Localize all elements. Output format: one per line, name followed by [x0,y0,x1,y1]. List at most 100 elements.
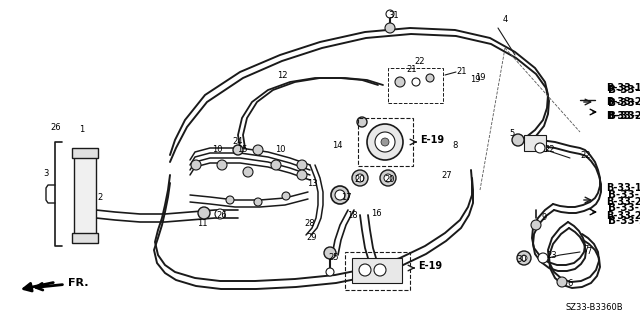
Circle shape [198,207,210,219]
Text: 20: 20 [355,175,365,184]
Circle shape [282,192,290,200]
Circle shape [384,174,392,182]
Circle shape [357,117,367,127]
Text: 3: 3 [44,168,49,177]
Bar [74,155,96,235]
Text: 7: 7 [583,246,589,255]
Circle shape [356,174,364,182]
Text: B-33-21: B-33-21 [606,211,640,221]
Text: 19: 19 [475,72,485,81]
Text: 22: 22 [580,151,591,160]
Circle shape [381,138,389,146]
Circle shape [217,160,227,170]
Text: B-33-10: B-33-10 [608,190,640,200]
Text: 6: 6 [567,278,573,287]
Circle shape [538,253,548,263]
Circle shape [331,186,349,204]
Text: SZ33-B3360B: SZ33-B3360B [565,303,623,313]
Text: 11: 11 [196,219,207,228]
Text: B-33-20: B-33-20 [606,197,640,207]
Bar [358,118,413,166]
Text: B-33-21: B-33-21 [608,216,640,226]
Circle shape [254,198,262,206]
Text: 17: 17 [340,194,351,203]
Text: 23: 23 [547,251,557,261]
Circle shape [297,160,307,170]
Text: 14: 14 [332,140,342,150]
Text: 9: 9 [541,213,547,222]
Text: 19: 19 [470,76,480,85]
Circle shape [243,167,253,177]
Text: 5: 5 [509,130,515,138]
Text: 12: 12 [276,71,287,80]
Circle shape [335,190,345,200]
Text: 4: 4 [502,16,508,25]
Circle shape [535,143,545,153]
Text: 27: 27 [442,170,452,180]
Circle shape [191,160,201,170]
Circle shape [253,145,263,155]
Circle shape [326,268,334,276]
Bar [345,252,410,290]
Circle shape [385,23,395,33]
Text: 16: 16 [371,209,381,218]
Text: 20: 20 [385,175,396,184]
Circle shape [352,170,368,186]
Text: 13: 13 [307,179,317,188]
Text: 8: 8 [452,140,458,150]
Circle shape [380,170,396,186]
Text: 21: 21 [457,66,467,76]
Circle shape [512,134,524,146]
Text: 1: 1 [79,125,84,135]
Text: B-33-20: B-33-20 [606,97,640,107]
Text: 29: 29 [307,234,317,242]
Circle shape [359,264,371,276]
Circle shape [517,251,531,265]
Circle shape [297,170,307,180]
Text: B-33-21: B-33-21 [608,111,640,121]
Text: 7: 7 [586,248,591,256]
Circle shape [557,277,567,287]
Text: 24: 24 [233,137,243,146]
Text: 10: 10 [275,145,285,154]
Text: B-33-10: B-33-10 [606,83,640,93]
Circle shape [215,209,225,219]
Circle shape [375,132,395,152]
Text: E-19: E-19 [418,261,442,271]
Text: E-19: E-19 [420,135,444,145]
Bar [524,135,546,151]
Circle shape [374,264,386,276]
Text: B-33-21: B-33-21 [606,111,640,121]
Circle shape [412,78,420,86]
Text: 21: 21 [407,65,417,75]
Circle shape [233,145,243,155]
Circle shape [226,196,234,204]
Circle shape [324,247,336,259]
Bar [72,233,98,243]
Text: B-33-10: B-33-10 [608,85,640,95]
Bar [352,258,402,283]
Text: B-33-10: B-33-10 [606,183,640,193]
Text: 22: 22 [545,145,556,154]
Text: 15: 15 [237,145,247,154]
Text: 26: 26 [217,211,227,220]
Circle shape [367,124,403,160]
Circle shape [426,74,434,82]
Text: 22: 22 [415,57,425,66]
Text: 25: 25 [329,254,339,263]
Circle shape [395,77,405,87]
Text: 18: 18 [347,211,357,220]
Bar [388,68,443,103]
Circle shape [531,220,541,230]
Text: 26: 26 [51,123,61,132]
Text: B-33-20: B-33-20 [608,203,640,213]
Text: 31: 31 [388,11,399,20]
Text: FR.: FR. [36,278,88,290]
Text: 30: 30 [516,256,527,264]
Text: B-33-20: B-33-20 [608,98,640,108]
Text: 10: 10 [212,145,222,154]
Text: 2: 2 [97,194,102,203]
Circle shape [521,255,527,261]
Circle shape [271,160,281,170]
Circle shape [386,10,394,18]
